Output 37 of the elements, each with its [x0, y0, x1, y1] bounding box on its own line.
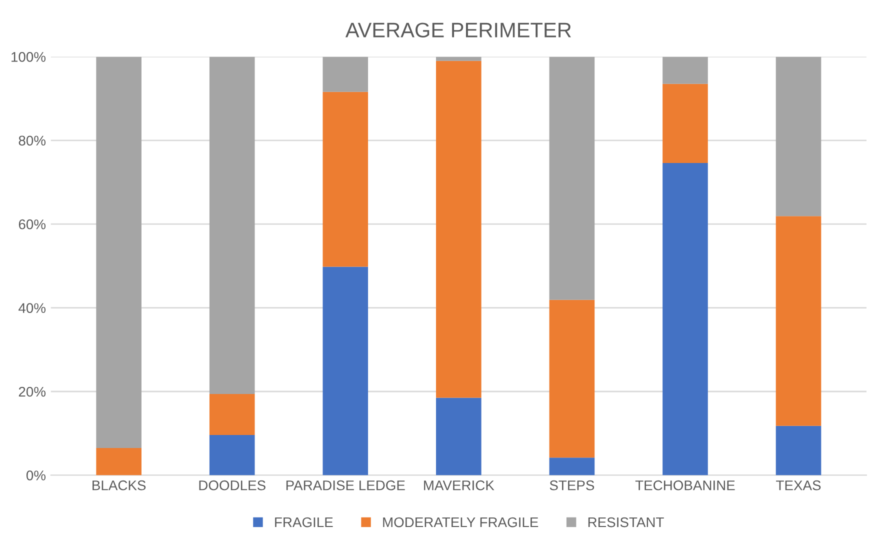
- bar: [96, 56, 142, 448]
- y-tick-label: 20%: [18, 386, 46, 397]
- bar: [322, 266, 368, 476]
- bar: [322, 56, 368, 92]
- bar: [549, 56, 595, 300]
- x-tick-label: STEPS: [550, 480, 594, 490]
- bar: [776, 56, 822, 216]
- y-tick-label: 40%: [18, 303, 46, 313]
- x-tick-label: PARADISE LEDGE: [286, 480, 405, 490]
- x-tick-label: TEXAS: [776, 480, 821, 490]
- bar: [549, 300, 595, 458]
- bar: [322, 92, 368, 267]
- x-tick-label: MAVERICK: [424, 480, 494, 490]
- x-tick-label: DOODLES: [199, 480, 266, 490]
- bar: [549, 458, 595, 476]
- bar: [662, 56, 708, 84]
- bar: [776, 426, 822, 476]
- bar: [96, 448, 142, 476]
- legend-label: MODERATELY FRAGILE: [383, 517, 538, 528]
- y-tick-label: 60%: [18, 219, 46, 230]
- bar: [436, 56, 482, 61]
- legend-label: FRAGILE: [275, 517, 333, 528]
- chart-title: AVERAGE PERIMETER: [345, 22, 571, 38]
- y-tick-label: 100%: [12, 52, 46, 62]
- bar: [209, 56, 255, 394]
- bar: [209, 394, 255, 436]
- bar: [662, 163, 708, 476]
- bar: [776, 216, 822, 426]
- bar: [662, 84, 708, 163]
- bar: [209, 435, 255, 476]
- y-tick-label: 80%: [18, 136, 46, 146]
- legend-label: RESISTANT: [588, 517, 664, 528]
- bar: [436, 398, 482, 476]
- x-tick-label: BLACKS: [92, 480, 146, 490]
- y-tick-label: 0%: [26, 470, 46, 480]
- bar: [436, 60, 482, 398]
- x-tick-label: TECHOBANINE: [635, 480, 735, 490]
